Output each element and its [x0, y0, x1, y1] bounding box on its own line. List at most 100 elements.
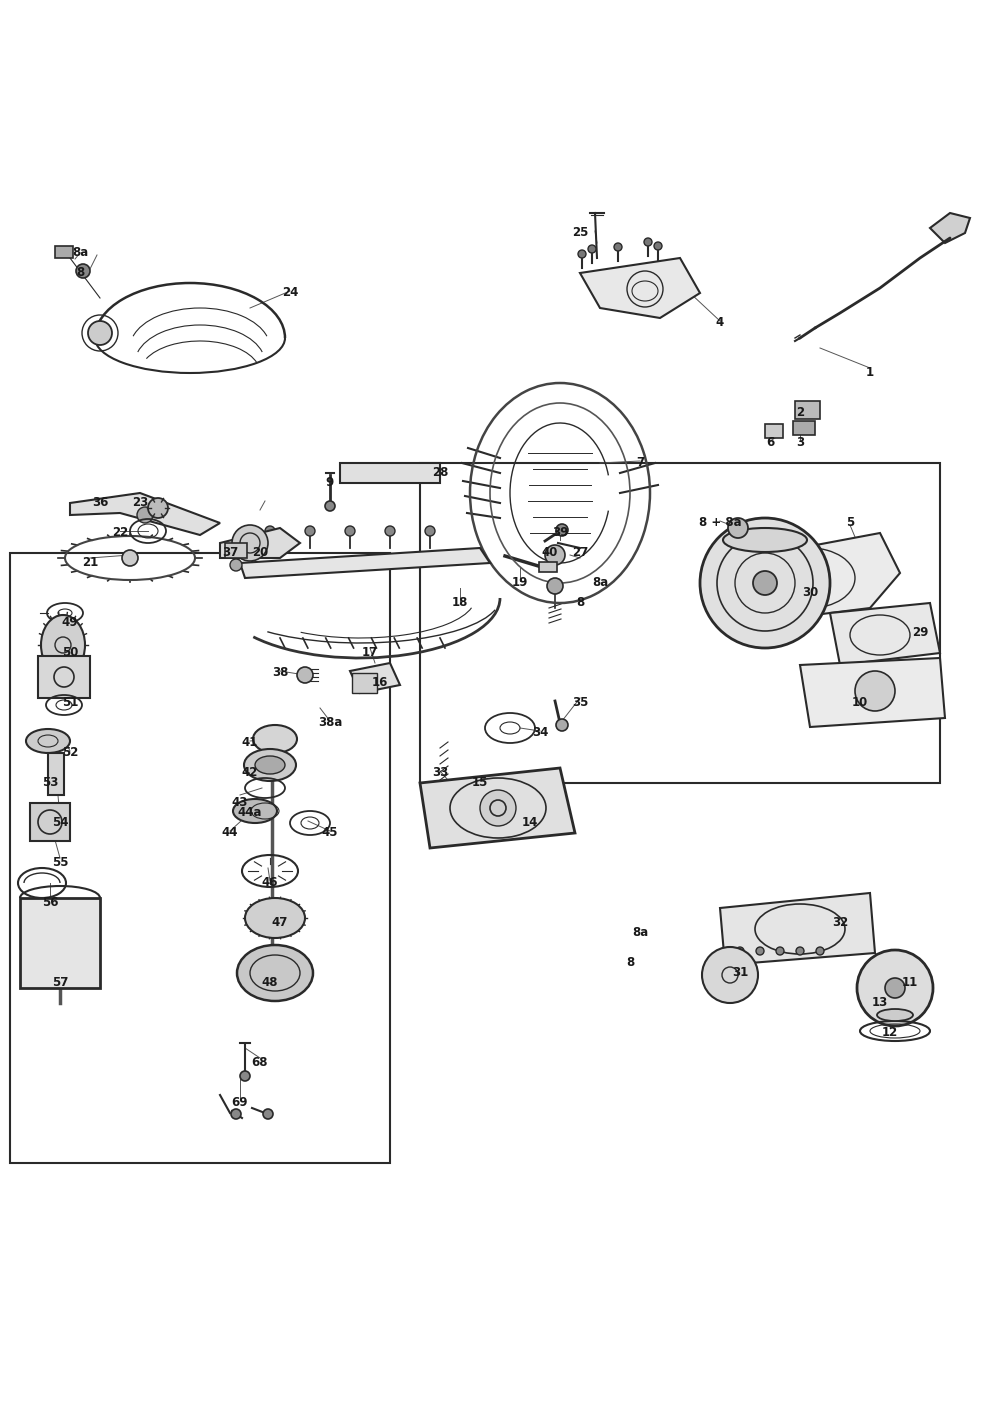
Circle shape: [855, 671, 895, 711]
Text: 53: 53: [42, 776, 58, 790]
Circle shape: [547, 578, 563, 593]
Circle shape: [230, 560, 242, 571]
Text: 47: 47: [272, 917, 288, 929]
Circle shape: [345, 526, 355, 536]
Polygon shape: [20, 898, 100, 988]
Text: 68: 68: [252, 1056, 268, 1070]
Text: 46: 46: [262, 876, 278, 890]
Bar: [48, 754, 64, 794]
Polygon shape: [830, 603, 940, 665]
Circle shape: [756, 948, 764, 955]
Ellipse shape: [245, 898, 305, 938]
Text: 18: 18: [452, 596, 468, 609]
Text: 12: 12: [882, 1026, 898, 1039]
Circle shape: [265, 526, 275, 536]
Text: 10: 10: [852, 696, 868, 710]
Circle shape: [305, 526, 315, 536]
Text: 69: 69: [232, 1097, 248, 1109]
Circle shape: [148, 498, 168, 517]
Text: 8: 8: [76, 267, 84, 280]
Circle shape: [654, 242, 662, 250]
Polygon shape: [350, 664, 400, 693]
Circle shape: [480, 790, 516, 825]
Polygon shape: [580, 257, 700, 318]
Text: 44: 44: [222, 827, 238, 839]
Text: 2: 2: [796, 406, 804, 419]
Text: 48: 48: [262, 977, 278, 990]
Text: 37: 37: [222, 547, 238, 560]
Text: 40: 40: [542, 547, 558, 560]
Polygon shape: [340, 463, 440, 484]
Text: 20: 20: [252, 547, 268, 560]
Ellipse shape: [255, 756, 285, 773]
Polygon shape: [930, 212, 970, 243]
Text: 15: 15: [472, 776, 488, 790]
Circle shape: [614, 243, 622, 252]
Text: 30: 30: [802, 586, 818, 599]
Circle shape: [700, 517, 830, 648]
Circle shape: [297, 666, 313, 683]
Text: 8: 8: [626, 956, 634, 970]
Polygon shape: [800, 658, 945, 727]
Circle shape: [816, 948, 824, 955]
Text: 8a: 8a: [72, 246, 88, 260]
Text: 8 + 8a: 8 + 8a: [699, 516, 741, 530]
Text: 23: 23: [132, 496, 148, 509]
Text: 7: 7: [636, 457, 644, 470]
Text: 4: 4: [716, 316, 724, 329]
Text: 29: 29: [912, 627, 928, 640]
Circle shape: [122, 550, 138, 567]
Text: 28: 28: [432, 467, 448, 479]
Circle shape: [857, 950, 933, 1026]
Bar: [30, 803, 70, 841]
Polygon shape: [240, 548, 490, 578]
Text: 52: 52: [62, 747, 78, 759]
Text: 9: 9: [326, 477, 334, 489]
Text: 11: 11: [902, 977, 918, 990]
Text: 14: 14: [522, 817, 538, 830]
Text: 49: 49: [62, 616, 78, 630]
Circle shape: [137, 508, 153, 523]
Text: 5: 5: [846, 516, 854, 530]
Bar: [10, 553, 390, 1163]
Text: 36: 36: [92, 496, 108, 509]
Circle shape: [773, 576, 797, 600]
Text: 45: 45: [322, 827, 338, 839]
Ellipse shape: [26, 728, 70, 754]
Circle shape: [545, 546, 565, 565]
Circle shape: [76, 264, 90, 278]
Text: 16: 16: [372, 676, 388, 689]
Circle shape: [772, 575, 788, 591]
Ellipse shape: [237, 945, 313, 1001]
Circle shape: [796, 948, 804, 955]
Circle shape: [325, 501, 335, 510]
Polygon shape: [220, 529, 300, 558]
Text: 32: 32: [832, 917, 848, 929]
Text: 22: 22: [112, 526, 128, 540]
Bar: [55, 246, 73, 257]
Text: 54: 54: [52, 817, 68, 830]
Text: 35: 35: [572, 696, 588, 710]
Circle shape: [578, 250, 586, 257]
Circle shape: [556, 718, 568, 731]
Polygon shape: [720, 893, 875, 965]
Bar: [38, 657, 90, 697]
Text: 51: 51: [62, 696, 78, 710]
Circle shape: [240, 1071, 250, 1081]
Circle shape: [556, 524, 568, 536]
Circle shape: [88, 321, 112, 344]
Text: 57: 57: [52, 977, 68, 990]
Text: 43: 43: [232, 797, 248, 810]
Circle shape: [753, 571, 777, 595]
Ellipse shape: [723, 529, 807, 553]
Circle shape: [588, 245, 596, 253]
Bar: [795, 401, 820, 419]
Text: 38: 38: [272, 666, 288, 679]
Circle shape: [736, 948, 744, 955]
Text: 42: 42: [242, 766, 258, 779]
Ellipse shape: [253, 725, 297, 754]
Text: 34: 34: [532, 727, 548, 740]
Circle shape: [385, 526, 395, 536]
Text: 39: 39: [552, 526, 568, 540]
Text: 3: 3: [796, 436, 804, 450]
